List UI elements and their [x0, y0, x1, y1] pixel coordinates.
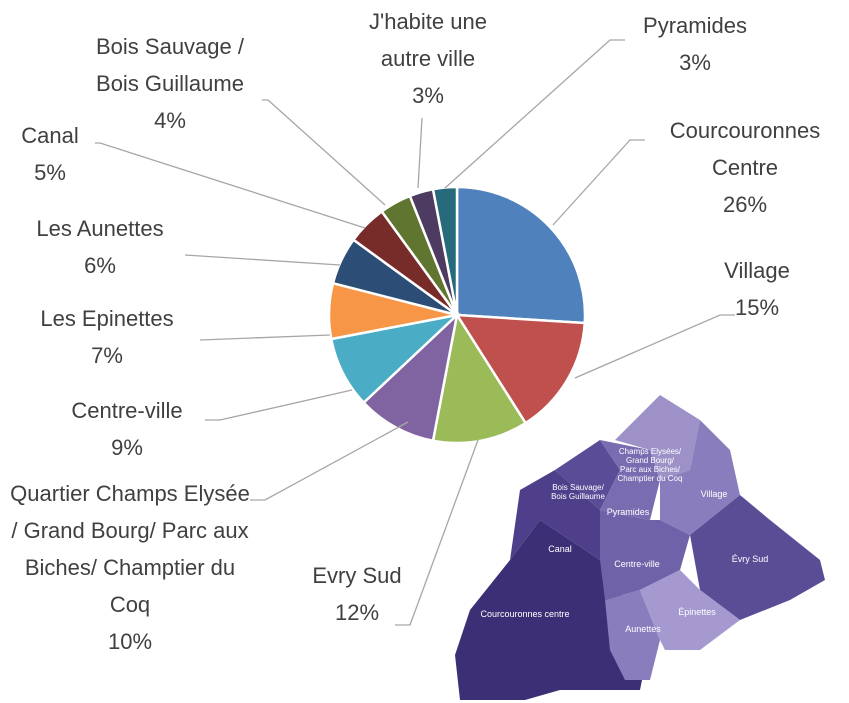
pie [327, 185, 587, 445]
map-label: Bois Sauvage/Bois Guillaume [551, 483, 605, 501]
category-name: Village [724, 258, 790, 283]
map-region [555, 440, 620, 510]
map-label: Épinettes [678, 607, 716, 617]
map-label: Pyramides [607, 507, 650, 517]
value-label: 26% [722, 192, 768, 217]
map-region [605, 590, 660, 680]
slice-label: Village 15% [682, 252, 832, 326]
map-region [615, 395, 700, 480]
map-label: Village [701, 489, 728, 499]
map-region [690, 495, 825, 620]
slice-label: J'habite une autre ville 3% [348, 3, 508, 114]
map-region [640, 570, 740, 650]
slice-label: Bois Sauvage / Bois Guillaume 4% [75, 28, 265, 139]
leader-line [199, 334, 331, 341]
value-label: 5% [34, 160, 66, 185]
category-name: Canal [21, 123, 79, 148]
category-name: J'habite une autre ville [369, 9, 487, 71]
leader-lines [95, 39, 735, 626]
map: Champs Elysées/Grand Bourg/Parc aux Bich… [455, 395, 825, 700]
value-label: 6% [84, 253, 116, 278]
slice-label: Les Epinettes 7% [7, 300, 207, 374]
map-region [510, 470, 600, 560]
leader-line [395, 439, 479, 626]
leader-line [205, 389, 353, 421]
value-label: 3% [412, 83, 444, 108]
pie-slice [361, 311, 459, 443]
category-name: Centre-ville [71, 398, 183, 423]
category-name: Bois Sauvage / Bois Guillaume [96, 34, 244, 96]
map-label: Évry Sud [732, 554, 769, 564]
map-region [660, 420, 740, 535]
value-label: 4% [154, 108, 186, 133]
value-label: 3% [679, 50, 711, 75]
value-label: 9% [111, 435, 143, 460]
pie-slice [455, 185, 587, 325]
leader-line [184, 254, 341, 266]
leader-line [552, 139, 645, 226]
map-label: Canal [548, 544, 572, 554]
map-region [600, 510, 690, 600]
value-label: 7% [91, 343, 123, 368]
pie-slice [431, 311, 528, 445]
map-label: Aunettes [625, 624, 661, 634]
leader-line [95, 142, 366, 229]
slice-label: Les Aunettes 6% [0, 210, 200, 284]
category-name: Quartier Champs Elysée / Grand Bourg/ Pa… [10, 481, 250, 617]
slice-label: Quartier Champs Elysée / Grand Bourg/ Pa… [5, 475, 255, 660]
slice-label: Evry Sud 12% [282, 557, 432, 631]
category-name: Pyramides [643, 13, 747, 38]
slice-label: Pyramides 3% [620, 7, 770, 81]
leader-line [417, 117, 423, 189]
map-region [600, 440, 660, 520]
category-name: Les Epinettes [40, 306, 174, 331]
value-label: 12% [334, 600, 380, 625]
category-name: Evry Sud [312, 563, 402, 588]
leader-line [262, 99, 386, 206]
slice-label: Centre-ville 9% [37, 392, 217, 466]
leader-line [444, 39, 625, 189]
slice-label: Courcouronnes Centre 26% [640, 112, 849, 223]
value-label: 10% [107, 629, 153, 654]
category-name: Courcouronnes Centre [669, 118, 821, 180]
map-label: Champs Elysées/Grand Bourg/Parc aux Bich… [618, 447, 683, 483]
category-name: Les Aunettes [36, 216, 164, 241]
map-label: Courcouronnes centre [480, 609, 569, 619]
leader-line [574, 314, 735, 379]
map-label: Centre-ville [614, 559, 660, 569]
slice-label: Canal 5% [5, 117, 95, 191]
leader-line [250, 421, 409, 501]
pie-slice [454, 313, 587, 425]
value-label: 15% [734, 295, 780, 320]
